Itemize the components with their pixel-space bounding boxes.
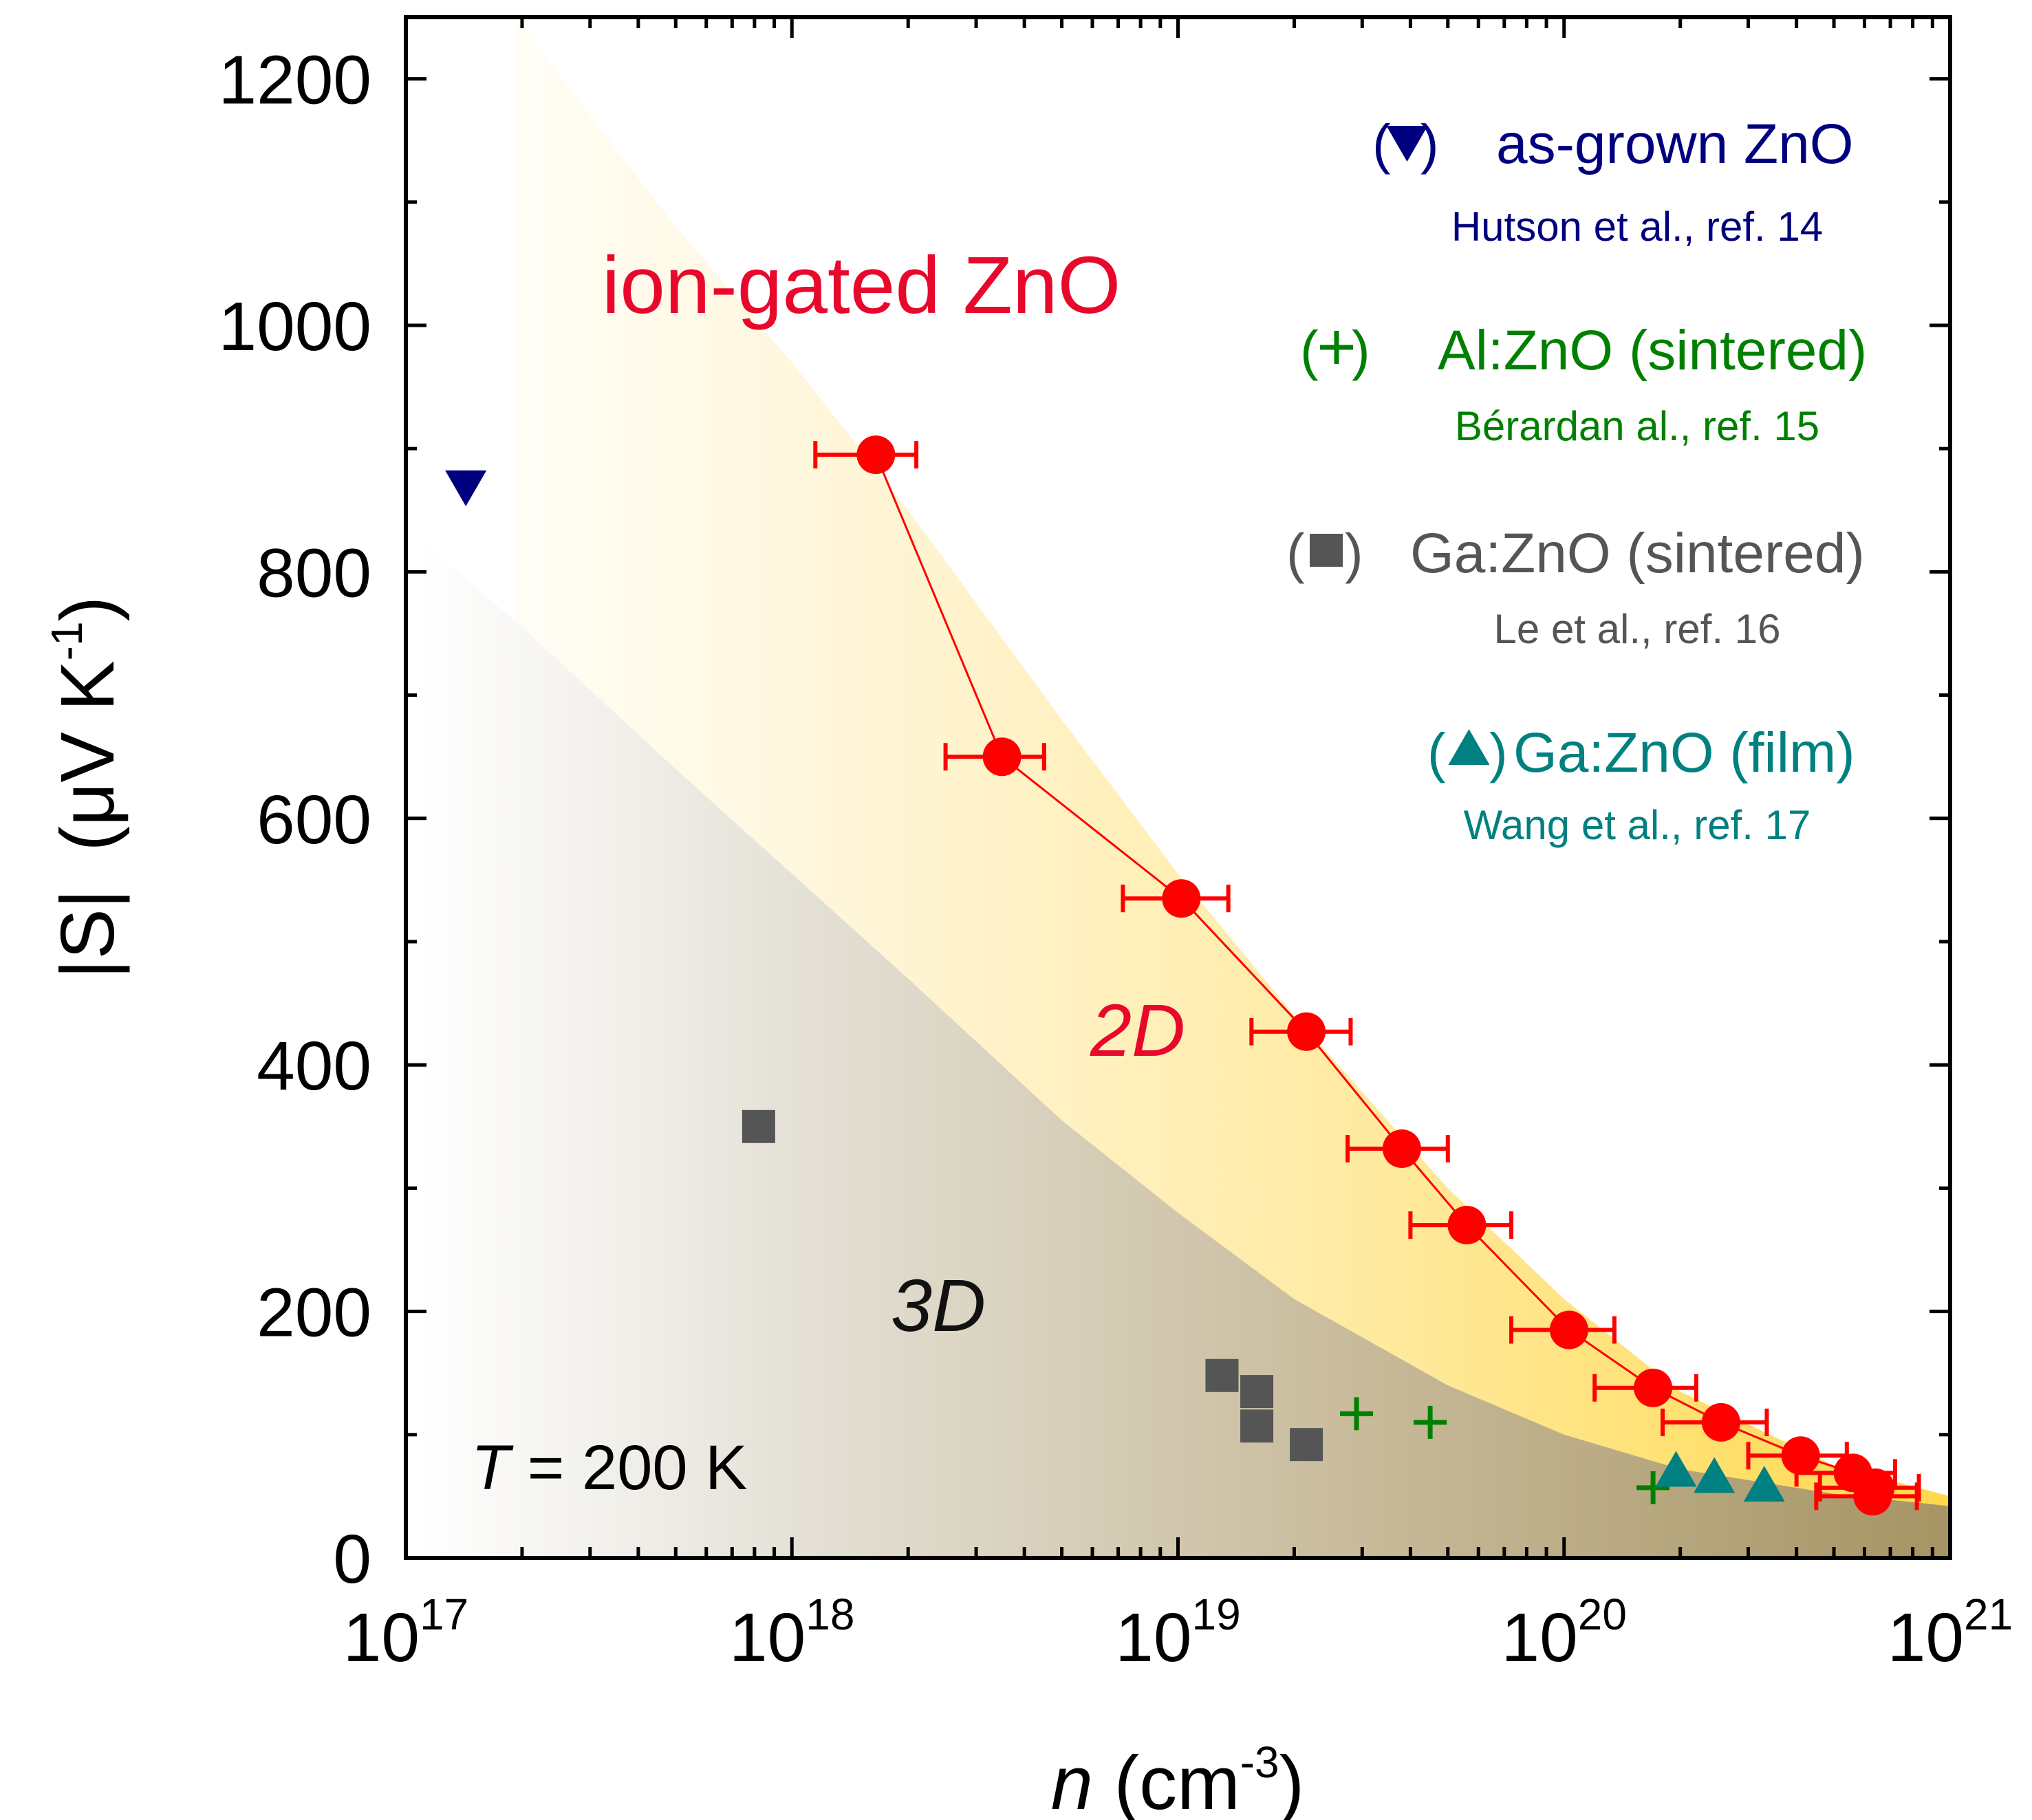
legend-entry: () as-grown ZnO Hutson et al., ref. 14 [1372, 113, 1854, 250]
data-point [1636, 1471, 1670, 1504]
legend-reference: Hutson et al., ref. 14 [1451, 204, 1823, 250]
series-al-zno [1340, 1397, 1670, 1504]
legend-paren: ( [1300, 320, 1319, 381]
legend-label: Al:ZnO (sintered) [1438, 319, 1867, 382]
y-tick-label: 400 [257, 1028, 371, 1105]
series-ga-zno-film [1655, 1451, 1785, 1502]
legend-entry: () Ga:ZnO (sintered) Le et al., ref. 16 [1286, 522, 1865, 652]
legend-paren: ( [1286, 523, 1305, 584]
x-tick-label: 1017 [343, 1590, 468, 1676]
y-tick-label: 1000 [219, 288, 371, 365]
y-axis-label: |S|(μV K-1) [42, 596, 130, 979]
data-point [1701, 1402, 1740, 1442]
data-point [445, 470, 487, 506]
x-tick-label: 1020 [1502, 1590, 1627, 1676]
data-point [1240, 1375, 1274, 1409]
data-point [1340, 1397, 1374, 1431]
temperature-label: T = 200 K [471, 1433, 747, 1503]
legend-label: Ga:ZnO (film) [1513, 722, 1855, 784]
data-point [1414, 1405, 1447, 1439]
legend-paren: ) [1352, 320, 1370, 381]
legend-paren: ( [1427, 722, 1446, 783]
data-point [982, 737, 1022, 777]
y-tick-label: 600 [257, 781, 371, 858]
data-point [1162, 879, 1201, 918]
data-point [1853, 1477, 1892, 1516]
data-point [1382, 1129, 1421, 1169]
legend-reference: Bérardan al., ref. 15 [1455, 403, 1819, 449]
legend: () as-grown ZnO Hutson et al., ref. 14 () Al… [1286, 113, 1867, 848]
ion-gated-label: ion-gated ZnO [602, 240, 1121, 331]
legend-entry: () Al:ZnO (sintered) Bérardan al., ref. 15 [1300, 319, 1867, 449]
legend-reference: Wang et al., ref. 17 [1464, 802, 1811, 848]
legend-label: as-grown ZnO [1496, 113, 1854, 175]
legend-paren: ) [1489, 722, 1508, 783]
legend-entry: () Ga:ZnO (film) Wang et al., ref. 17 [1427, 722, 1855, 848]
series-as-grown [445, 470, 487, 506]
legend-paren: ( [1372, 113, 1391, 175]
data-point [1743, 1466, 1785, 1502]
legend-reference: Le et al., ref. 16 [1494, 606, 1781, 652]
data-point [1290, 1428, 1323, 1462]
region-3d-label: 3D [891, 1264, 986, 1347]
data-point [1240, 1409, 1274, 1443]
legend-marker [1448, 729, 1490, 765]
legend-paren: ) [1345, 523, 1363, 584]
data-point [1447, 1206, 1487, 1245]
x-tick-label: 1019 [1115, 1590, 1240, 1676]
data-point [1205, 1358, 1239, 1392]
series-ga-zno-sintered [742, 1109, 1323, 1462]
plot-frame [404, 15, 1952, 1560]
y-tick-label: 0 [333, 1521, 371, 1598]
data-point [742, 1109, 775, 1143]
y-tick-label: 200 [257, 1275, 371, 1352]
data-point [1549, 1310, 1588, 1350]
legend-marker [1310, 534, 1343, 567]
x-tick-label: 1018 [729, 1590, 854, 1676]
data-point [1287, 1012, 1326, 1051]
data-point [1694, 1457, 1736, 1493]
x-tick-label: 1021 [1888, 1590, 2013, 1676]
data-point [1655, 1451, 1697, 1487]
region-2d-label: 2D [1090, 988, 1185, 1072]
data-point [856, 435, 896, 475]
data-point [1781, 1436, 1820, 1475]
legend-paren: ) [1420, 113, 1439, 175]
series-ion-gated [813, 435, 1921, 1516]
x-axis-label: n (cm-3) [1051, 1737, 1305, 1820]
legend-marker [1320, 331, 1353, 364]
3d-region-shading [422, 541, 1950, 1558]
y-tick-label: 1200 [219, 42, 371, 119]
legend-label: Ga:ZnO (sintered) [1410, 522, 1865, 585]
y-tick-label: 800 [257, 534, 371, 611]
data-point [1634, 1368, 1673, 1407]
legend-marker [1386, 126, 1428, 162]
